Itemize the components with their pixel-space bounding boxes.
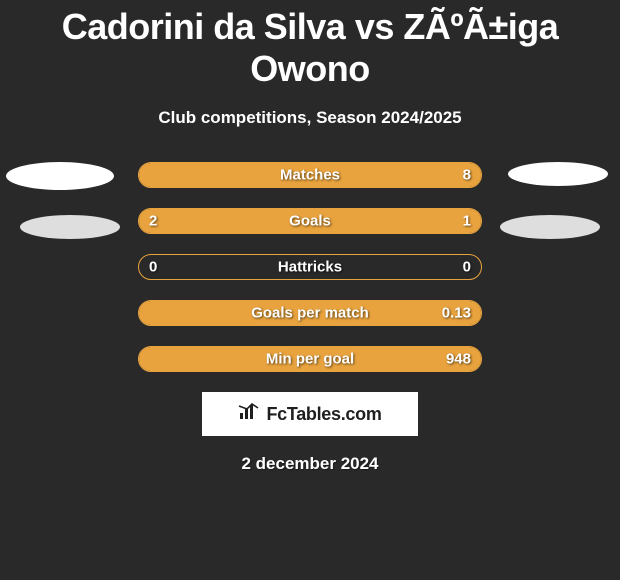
stat-bar: Min per goal948 [138, 346, 482, 372]
stat-value-right: 1 [463, 213, 471, 230]
player-left-badge-top [6, 162, 114, 190]
stat-label: Matches [139, 167, 481, 184]
stat-bar: Goals2 1 [138, 208, 482, 234]
player-left-badge-bottom [20, 215, 120, 239]
player-right-badge-bottom [500, 215, 600, 239]
stat-value-right: 8 [463, 167, 471, 184]
player-right-badge-top [508, 162, 608, 186]
stat-label: Goals per match [139, 305, 481, 322]
stat-value-left: 0 [149, 259, 157, 276]
bars-container: Matches8 Goals2 1 Hattricks0 0 Goals per matc… [138, 162, 482, 372]
stats-area: Matches8 Goals2 1 Hattricks0 0 Goals per matc… [0, 162, 620, 372]
stat-label: Goals [139, 213, 481, 230]
stat-value-left: 2 [149, 213, 157, 230]
subtitle: Club competitions, Season 2024/2025 [0, 108, 620, 128]
stat-value-right: 0.13 [442, 305, 471, 322]
fctables-logo[interactable]: FcTables.com [202, 392, 418, 436]
page-title: Cadorini da Silva vs ZÃºÃ±iga Owono [0, 6, 620, 90]
stat-value-right: 948 [446, 351, 471, 368]
chart-bars-icon [238, 403, 260, 426]
logo-text: FcTables.com [266, 404, 381, 425]
stat-bar: Goals per match0.13 [138, 300, 482, 326]
stat-value-right: 0 [463, 259, 471, 276]
stat-label: Hattricks [139, 259, 481, 276]
stat-bar: Hattricks0 0 [138, 254, 482, 280]
stat-bar: Matches8 [138, 162, 482, 188]
stat-label: Min per goal [139, 351, 481, 368]
date-label: 2 december 2024 [0, 454, 620, 474]
